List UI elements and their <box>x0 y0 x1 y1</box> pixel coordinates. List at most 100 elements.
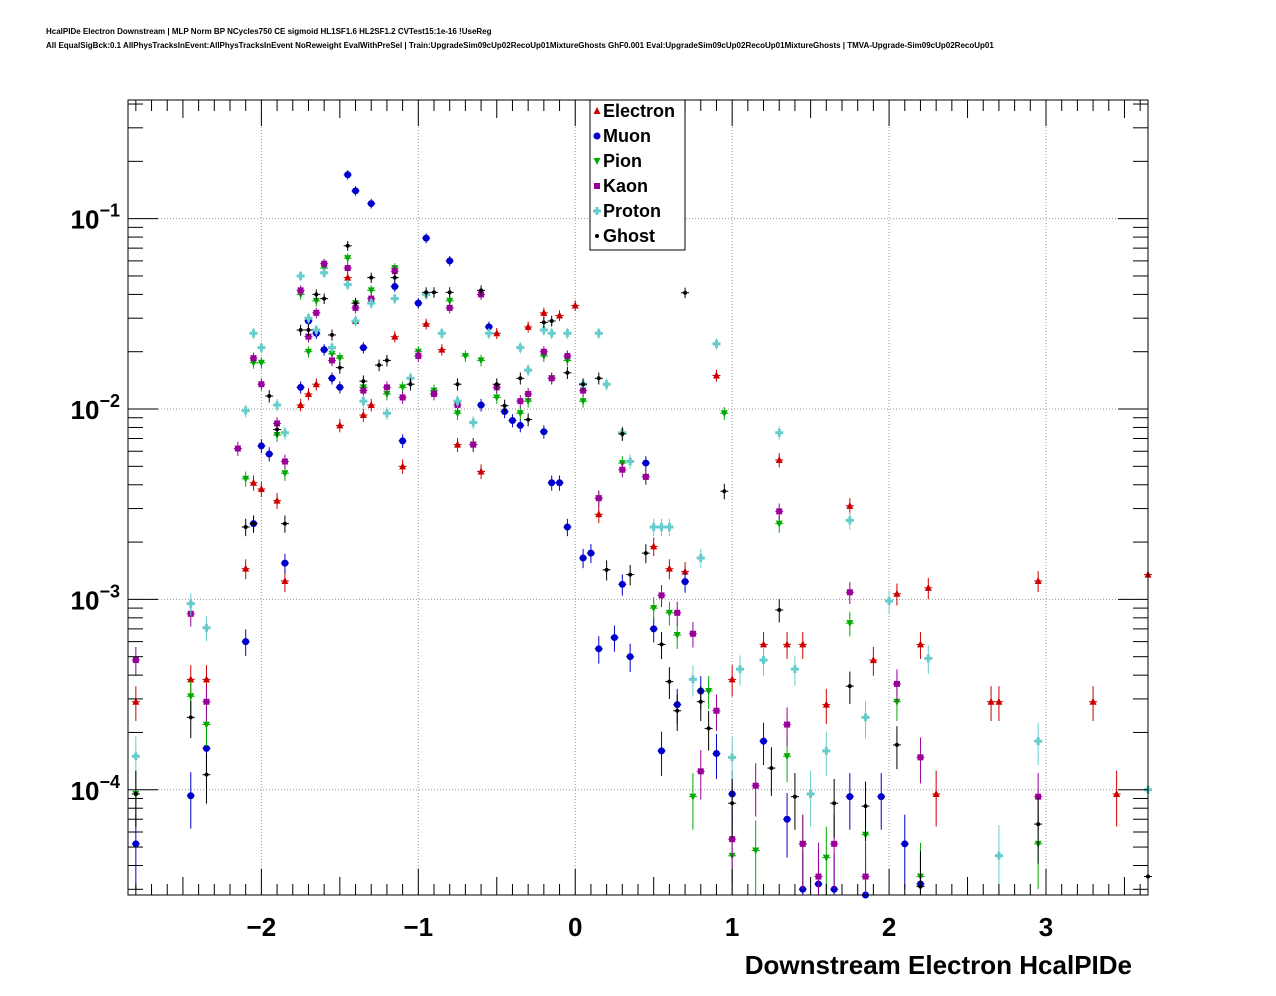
data-point <box>479 288 484 293</box>
data-point <box>831 840 838 847</box>
data-point <box>477 467 485 475</box>
data-point <box>446 304 453 311</box>
data-point <box>275 427 280 432</box>
data-point <box>729 836 736 843</box>
data-point <box>328 350 336 358</box>
data-point <box>759 656 768 665</box>
data-point <box>361 379 366 384</box>
data-point <box>916 640 924 648</box>
data-point <box>446 257 454 265</box>
data-point <box>649 523 658 532</box>
data-point <box>297 400 305 408</box>
data-point <box>775 455 783 463</box>
grid-layer <box>128 100 1148 895</box>
data-point <box>783 815 791 823</box>
y-tick-label: 10−3 <box>71 581 120 615</box>
data-point <box>414 299 422 307</box>
x-tick-label: 2 <box>882 912 896 942</box>
data-point <box>777 607 782 612</box>
data-point <box>541 320 546 325</box>
data-point <box>705 688 713 696</box>
data-point <box>273 496 281 504</box>
data-point <box>681 578 689 586</box>
data-point <box>415 352 422 359</box>
x-axis-label: Downstream Electron HcalPIDe <box>745 950 1132 980</box>
data-point <box>399 394 406 401</box>
data-point <box>862 873 869 880</box>
data-point <box>369 275 374 280</box>
data-point <box>846 620 854 628</box>
data-point <box>383 384 390 391</box>
legend-box <box>589 99 686 251</box>
data-point <box>728 753 737 762</box>
data-point <box>893 680 900 687</box>
data-point <box>257 442 265 450</box>
data-point <box>399 384 407 392</box>
data-point <box>367 400 375 408</box>
data-point <box>730 801 735 806</box>
data-point <box>894 742 899 747</box>
series-electron <box>131 272 1152 827</box>
data-point <box>188 715 193 720</box>
data-point <box>548 479 556 487</box>
data-point <box>422 234 430 242</box>
data-point <box>595 495 602 502</box>
data-point <box>579 398 587 406</box>
data-point <box>242 638 250 646</box>
data-point <box>626 457 635 466</box>
data-point <box>408 382 413 387</box>
data-point <box>815 873 822 880</box>
data-point <box>924 654 933 663</box>
data-point <box>281 559 289 567</box>
data-point <box>525 390 532 397</box>
data-point <box>187 693 195 701</box>
data-point <box>352 187 360 195</box>
data-point <box>698 699 703 704</box>
data-point <box>681 567 689 575</box>
data-point <box>628 572 633 577</box>
data-point <box>861 713 870 722</box>
data-point <box>432 290 436 295</box>
data-point <box>202 623 211 632</box>
data-point <box>296 271 305 280</box>
data-point <box>312 297 320 305</box>
data-point <box>131 752 140 761</box>
data-point <box>470 441 477 448</box>
data-point <box>832 801 837 806</box>
data-point <box>367 299 376 308</box>
data-point <box>697 768 704 775</box>
data-point <box>556 479 564 487</box>
data-point <box>595 645 603 653</box>
legend-label-pion: Pion <box>603 151 642 171</box>
data-point <box>337 365 342 370</box>
legend-marker-pion <box>593 158 601 165</box>
data-point <box>539 326 548 335</box>
data-point <box>343 280 352 289</box>
data-point <box>877 793 885 801</box>
data-point <box>383 390 391 398</box>
data-point <box>650 605 658 613</box>
data-point <box>344 265 351 272</box>
data-point <box>382 409 391 418</box>
x-tick-label: 0 <box>568 912 582 942</box>
data-point <box>674 609 681 616</box>
data-point <box>752 782 759 789</box>
legend-label-kaon: Kaon <box>603 176 648 196</box>
legend-label-proton: Proton <box>603 201 661 221</box>
data-point <box>846 589 853 596</box>
data-point <box>696 553 705 562</box>
data-point <box>241 406 250 415</box>
data-point <box>587 549 595 557</box>
data-point <box>547 329 556 338</box>
data-point <box>712 339 721 348</box>
data-point <box>540 428 548 436</box>
data-point <box>446 297 454 305</box>
data-point <box>257 359 265 367</box>
data-point <box>330 332 334 337</box>
legend-label-electron: Electron <box>603 101 675 121</box>
x-tick-label: −2 <box>247 912 277 942</box>
data-point <box>736 665 744 674</box>
data-point <box>469 418 478 427</box>
data-point <box>650 542 658 550</box>
